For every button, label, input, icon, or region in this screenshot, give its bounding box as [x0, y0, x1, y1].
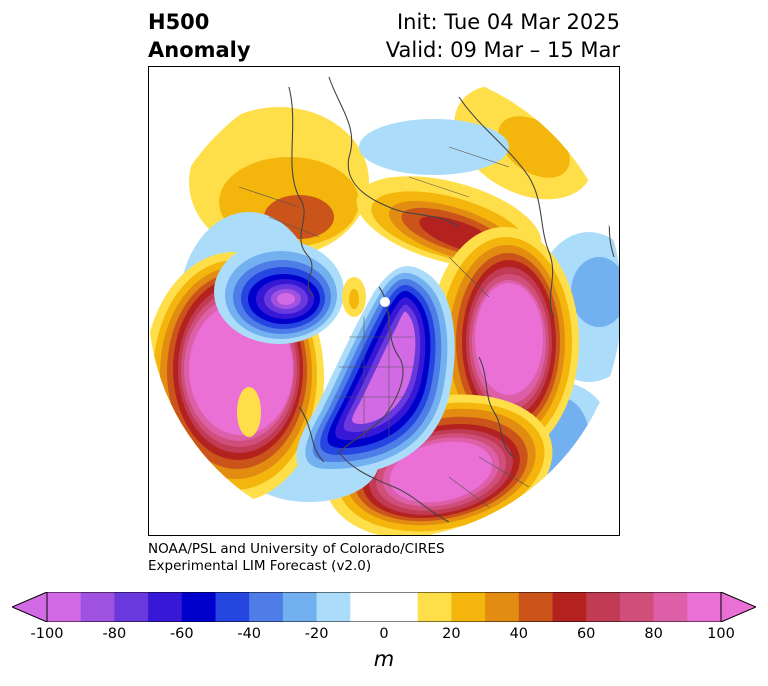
colorbar-tick-label: 60 — [576, 626, 596, 642]
colorbar-ticks: -100 -80 -60 -40 -20 0 20 40 60 80 100 — [0, 626, 768, 646]
colorbar-cells — [47, 592, 722, 622]
colorbar-cell — [518, 592, 553, 622]
colorbar-tick-label: -20 — [304, 626, 329, 642]
anomaly-trough-central — [296, 266, 455, 477]
credit-line-1: NOAA/PSL and University of Colorado/CIRE… — [148, 541, 445, 557]
colorbar-cell — [350, 592, 385, 622]
colorbar-extend-high — [720, 592, 756, 622]
colorbar-cell — [384, 592, 419, 622]
title-line-2: Anomaly — [148, 38, 251, 62]
colorbar-extend-low — [12, 592, 48, 622]
forecast-dates: Init: Tue 04 Mar 2025 Valid: 09 Mar – 15… — [386, 8, 620, 64]
colorbar-cell — [282, 592, 318, 622]
colorbar — [12, 592, 756, 622]
coastlines — [288, 76, 615, 523]
north-pole-marker — [380, 297, 390, 307]
colorbar-tick-label: 0 — [379, 626, 389, 642]
colorbar-tick-label: 100 — [707, 626, 735, 642]
colorbar-tick-label: -100 — [30, 626, 64, 642]
colorbar-outline — [46, 592, 722, 622]
colorbar-unit-label: m — [373, 647, 395, 671]
anomaly-trough-arctic — [359, 119, 509, 175]
colorbar-tick-label: 80 — [644, 626, 663, 642]
colorbar-cell — [586, 592, 621, 622]
colorbar-cell — [552, 592, 587, 622]
colorbar-tick-label: 40 — [509, 626, 529, 642]
colorbar-cell — [316, 592, 351, 622]
valid-dates: Valid: 09 Mar – 15 Mar — [385, 38, 620, 62]
colorbar-cell — [181, 592, 216, 622]
colorbar-cell — [80, 592, 115, 622]
colorbar-cell — [485, 592, 520, 622]
political-borders — [238, 146, 530, 508]
init-date: Init: Tue 04 Mar 2025 — [396, 10, 620, 34]
anomaly-map — [149, 67, 619, 535]
colorbar-cell — [687, 592, 722, 622]
credit-text: NOAA/PSL and University of Colorado/CIRE… — [148, 541, 445, 575]
colorbar-cell — [451, 592, 486, 622]
anomaly-trough-northwest — [214, 240, 344, 344]
colorbar-tick-label: -60 — [169, 626, 194, 642]
colorbar-cell — [417, 592, 452, 622]
colorbar-cell — [47, 592, 82, 622]
title-line-1: H500 — [148, 10, 210, 34]
colorbar-tick-label: -80 — [102, 626, 127, 642]
credit-line-2: Experimental LIM Forecast (v2.0) — [148, 558, 372, 574]
map-panel — [148, 66, 620, 536]
colorbar-cell — [215, 592, 250, 622]
colorbar-cell — [619, 592, 655, 622]
colorbar-tick-label: -40 — [237, 626, 262, 642]
map-title: H500 Anomaly — [148, 8, 251, 64]
colorbar-tick-label: 20 — [442, 626, 461, 642]
colorbar-cell — [148, 592, 183, 622]
colorbar-cell — [114, 592, 149, 622]
colorbar-cell — [249, 592, 284, 622]
anomaly-small-features — [237, 277, 366, 437]
colorbar-cell — [653, 592, 688, 622]
